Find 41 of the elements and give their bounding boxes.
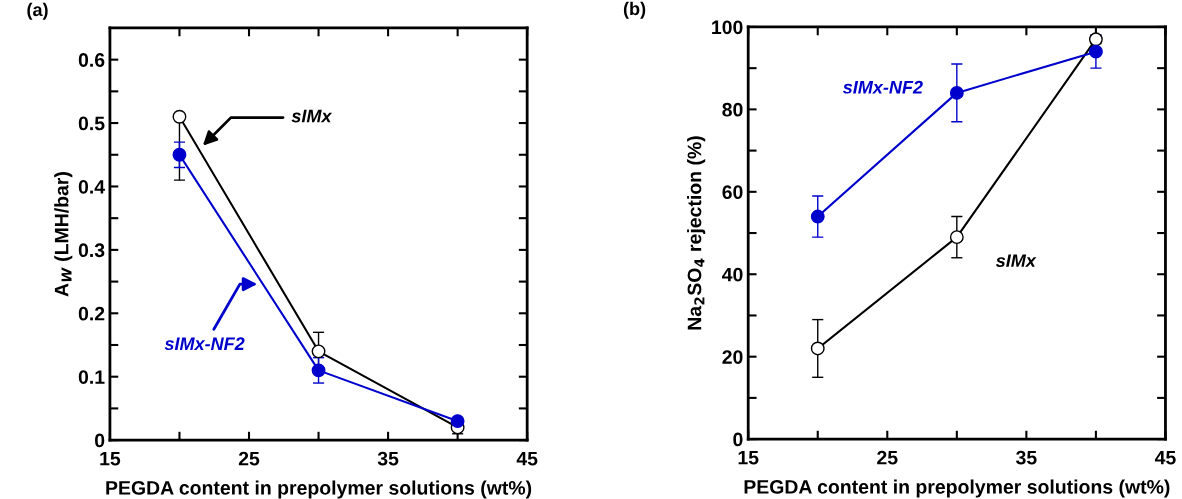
point: [450, 414, 465, 429]
point: [949, 85, 964, 100]
point: [311, 344, 326, 359]
point: [172, 147, 187, 162]
y-tick-label: 20: [722, 350, 743, 364]
y-tick-label: 0.4: [78, 179, 105, 194]
text: sIMx: [995, 254, 1037, 267]
x-tick-label: 25: [877, 450, 898, 465]
point: [1088, 44, 1103, 59]
y-tick-label: 100: [712, 20, 743, 35]
y-tick-label: 0: [733, 432, 743, 447]
chart-title: (b): [623, 1, 646, 19]
point: [311, 363, 326, 378]
x-axis-title: PEGDA content in prepolymer solutions (wt%): [106, 480, 532, 499]
text: sIMx: [291, 109, 333, 123]
y-tick-label: 60: [722, 185, 743, 200]
y-axis-title: A$_{W}$ (LMH/bar): [54, 172, 73, 297]
point: [949, 230, 964, 245]
x-tick-label: 25: [238, 451, 260, 466]
x-tick-label: 35: [377, 451, 399, 466]
y-tick-label: 0.1: [78, 370, 105, 384]
point: [810, 341, 825, 356]
y-tick-label: 0.3: [78, 243, 105, 258]
x-tick-label: 15: [100, 451, 121, 466]
y-tick-label: 0.2: [78, 306, 105, 321]
x-tick-label: 45: [516, 451, 538, 466]
x-axis-title: PEGDA content in prepolymer solutions (wt%): [744, 479, 1170, 498]
y-tick-label: 0.6: [78, 53, 105, 67]
y-axis-title: Na$_{2}$SO$_{4}$ rejection (%): [687, 136, 706, 330]
chart-title: (a): [27, 2, 48, 20]
y-tick-label: 80: [722, 102, 743, 117]
point: [810, 209, 825, 224]
series-label: sIMx-NF2: [842, 80, 923, 94]
x-tick-label: 35: [1016, 450, 1037, 465]
y-tick-label: 0.5: [78, 116, 105, 131]
y-tick-label: 40: [722, 267, 743, 282]
y-tick-label: 0: [95, 433, 105, 448]
text: sIMx-NF2: [164, 337, 245, 351]
x-tick-label: 45: [1154, 450, 1176, 465]
point: [172, 109, 187, 124]
x-tick-label: 15: [738, 450, 759, 465]
